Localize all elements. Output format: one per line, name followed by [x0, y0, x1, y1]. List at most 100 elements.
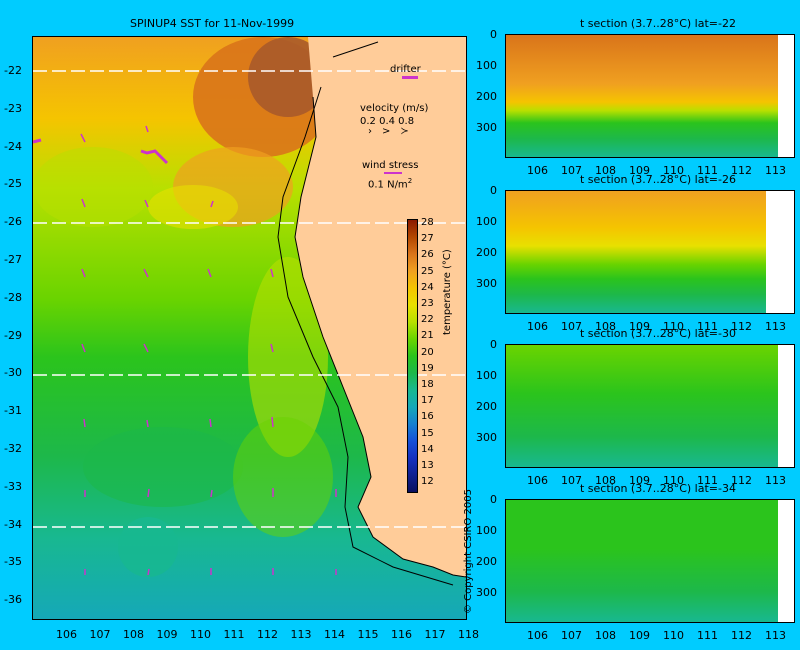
section-lon-tick-label: 112 — [731, 164, 752, 177]
land-mask — [766, 191, 794, 313]
section-lon-tick-label: 111 — [697, 629, 718, 642]
lat-tick-label: -31 — [4, 404, 22, 418]
section-title: t section (3.7..28°C) lat=-22 — [580, 17, 736, 30]
colorbar-label: temperature (°C) — [442, 249, 453, 335]
depth-tick-label: 200 — [476, 555, 497, 568]
section-lon-tick-label: 113 — [765, 164, 786, 177]
section-lon-tick-label: 109 — [629, 474, 650, 487]
land-mask — [778, 345, 794, 467]
section-lon-tick-label: 110 — [663, 629, 684, 642]
land-mask — [778, 35, 794, 157]
colorbar-tick-label: 17 — [421, 395, 434, 407]
colorbar-tick-label: 14 — [421, 443, 434, 455]
copyright-text: © Copyright CSIRO 2005 — [463, 489, 474, 614]
lat-tick-label: -33 — [4, 479, 22, 493]
section-lon-tick-label: 108 — [595, 320, 616, 333]
colorbar-tick-label: 16 — [421, 411, 434, 423]
lon-tick-label: 118 — [458, 628, 479, 641]
lon-tick-label: 116 — [391, 628, 412, 641]
depth-tick-label: 100 — [476, 215, 497, 228]
lon-tick-label: 114 — [324, 628, 345, 641]
lon-tick-label: 107 — [89, 628, 111, 641]
velocity-legend-title: velocity (m/s) — [360, 103, 429, 114]
section-lon-tick-label: 107 — [561, 320, 582, 333]
colorbar-tick-label: 20 — [421, 346, 434, 358]
sst-map — [32, 36, 467, 620]
section-lon-tick-label: 106 — [527, 320, 548, 333]
depth-tick-label: 200 — [476, 400, 497, 413]
colorbar-tick-label: 24 — [421, 281, 434, 293]
velocity-legend-values: 0.2 0.4 0.8 — [360, 116, 415, 127]
temperature-section-plot — [505, 190, 795, 314]
colorbar-tick-label: 28 — [421, 217, 434, 228]
section-lon-tick-label: 106 — [527, 164, 548, 177]
colorbar-tick-label: 19 — [421, 362, 434, 374]
lat-tick-label: -35 — [4, 555, 22, 569]
depth-tick-label: 200 — [476, 90, 497, 103]
section-lon-tick-label: 113 — [765, 474, 786, 487]
wind-legend-title: wind stress — [362, 160, 419, 171]
lon-tick-label: 109 — [156, 628, 178, 641]
depth-tick-label: 0 — [490, 184, 497, 197]
colorbar-tick-label: 23 — [421, 298, 434, 309]
drifter-icon — [402, 76, 418, 79]
depth-tick-label: 200 — [476, 246, 497, 259]
depth-tick-label: 0 — [490, 338, 497, 351]
map-title: SPINUP4 SST for 11-Nov-1999 — [130, 17, 295, 30]
lat-tick-label: -25 — [4, 177, 22, 191]
wind-legend-value: 0.1 N/m2 — [368, 177, 413, 191]
section-lon-tick-label: 112 — [731, 474, 752, 487]
drifter-label: drifter — [390, 64, 421, 75]
lat-tick-label: -27 — [4, 253, 22, 266]
section-lon-tick-label: 107 — [561, 629, 582, 642]
lat-tick-label: -29 — [4, 328, 22, 342]
depth-tick-label: 100 — [476, 524, 497, 537]
section-lon-tick-label: 110 — [663, 320, 684, 333]
colorbar-tick-label: 18 — [421, 379, 434, 390]
colorbar-tick-label: 15 — [421, 427, 434, 439]
lat-tick-label: -30 — [4, 366, 22, 380]
depth-tick-label: 0 — [490, 493, 497, 506]
temperature-section-plot — [505, 344, 795, 468]
section-lon-tick-label: 109 — [629, 629, 650, 642]
depth-tick-label: 0 — [490, 28, 497, 41]
colorbar-tick-label: 25 — [421, 265, 434, 277]
lat-tick-label: -22 — [4, 64, 22, 77]
section-lon-tick-label: 112 — [731, 629, 752, 642]
section-lon-tick-label: 108 — [595, 629, 616, 642]
depth-tick-label: 300 — [476, 431, 497, 444]
section-lon-tick-label: 112 — [731, 320, 752, 333]
section-title: t section (3.7..28°C) lat=-34 — [580, 482, 736, 495]
lat-tick-label: -32 — [4, 442, 22, 455]
section-lon-tick-label: 107 — [561, 474, 582, 487]
lon-tick-label: 106 — [56, 628, 77, 641]
temperature-section-plot — [505, 499, 795, 623]
section-lon-tick-label: 107 — [561, 164, 582, 177]
colorbar-tick-label: 22 — [421, 314, 434, 326]
lon-tick-label: 117 — [424, 628, 446, 641]
section-lon-tick-label: 113 — [765, 320, 786, 333]
wind-arrow-icon — [384, 172, 402, 174]
section-title: t section (3.7..28°C) lat=-26 — [580, 173, 736, 186]
lon-tick-label: 108 — [123, 628, 144, 641]
depth-tick-label: 300 — [476, 586, 497, 599]
colorbar-tick-label: 26 — [421, 249, 434, 261]
section-lon-tick-label: 109 — [629, 320, 650, 333]
section-lon-tick-label: 111 — [697, 320, 718, 333]
temperature-section-plot — [505, 34, 795, 158]
colorbar-tick-label: 21 — [421, 330, 434, 342]
section-lon-tick-label: 111 — [697, 474, 718, 487]
section-title: t section (3.7..28°C) lat=-30 — [580, 327, 736, 340]
lat-tick-label: -24 — [4, 139, 22, 153]
lat-tick-label: -23 — [4, 101, 22, 115]
lon-tick-label: 111 — [223, 628, 245, 641]
lon-tick-label: 115 — [357, 628, 379, 641]
velocity-arrows-icon: ›>≻ — [368, 126, 419, 137]
section-lon-tick-label: 110 — [663, 164, 684, 177]
depth-tick-label: 100 — [476, 369, 497, 382]
section-lon-tick-label: 110 — [663, 474, 684, 487]
section-lon-tick-label: 106 — [527, 474, 548, 487]
section-lon-tick-label: 109 — [629, 164, 650, 177]
depth-tick-label: 300 — [476, 277, 497, 290]
section-lon-tick-label: 108 — [595, 474, 616, 487]
